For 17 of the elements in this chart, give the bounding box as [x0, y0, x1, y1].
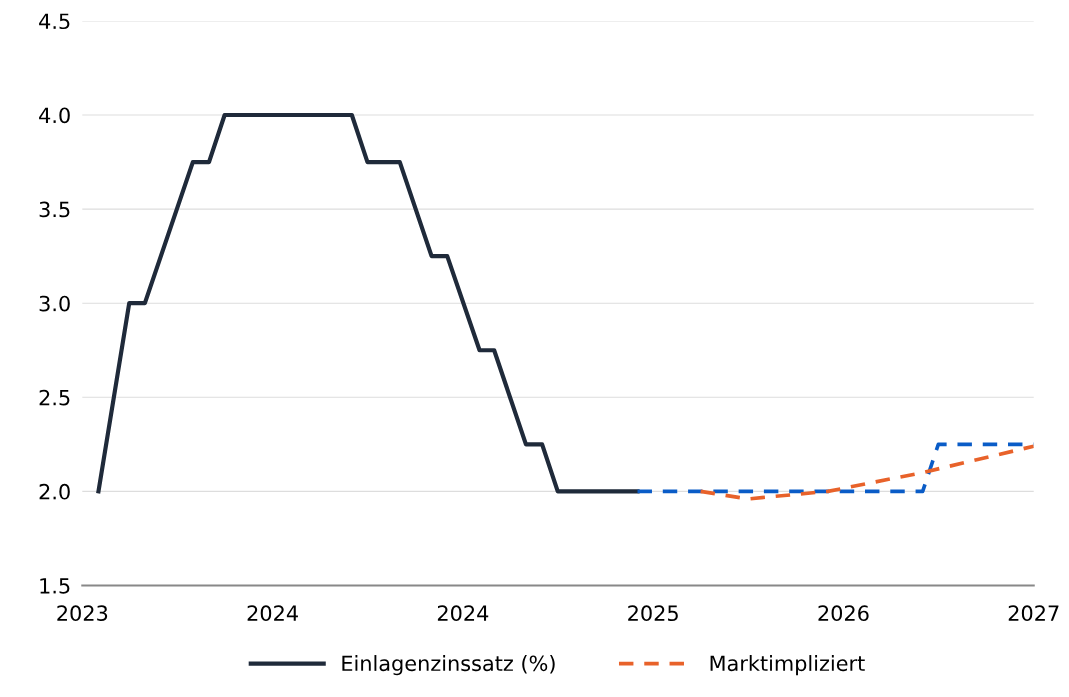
legend-label: Einlagenzinssatz (%): [342, 655, 555, 676]
x-tick-label: 2024: [437, 605, 489, 622]
x-tick-label: 2023: [57, 605, 108, 622]
legend-label: Marktimpliziert: [710, 655, 865, 676]
x-tick-label: 2027: [1008, 605, 1059, 622]
x-tick-label: 2026: [818, 605, 869, 622]
line-series: [96, 112, 640, 494]
y-tick-label: 2.5: [39, 389, 70, 406]
y-tick-label: 3.5: [39, 201, 70, 218]
y-tick-label: 1.5: [40, 578, 70, 594]
line-series: [698, 444, 1034, 501]
y-tick-label: 4.5: [39, 13, 70, 30]
x-tick-label: 2025: [628, 605, 678, 622]
y-tick-label: 3.0: [39, 295, 70, 312]
y-tick-label: 4.0: [39, 107, 70, 124]
y-tick-label: 2.0: [39, 483, 70, 500]
x-tick-label: 2024: [247, 605, 298, 622]
